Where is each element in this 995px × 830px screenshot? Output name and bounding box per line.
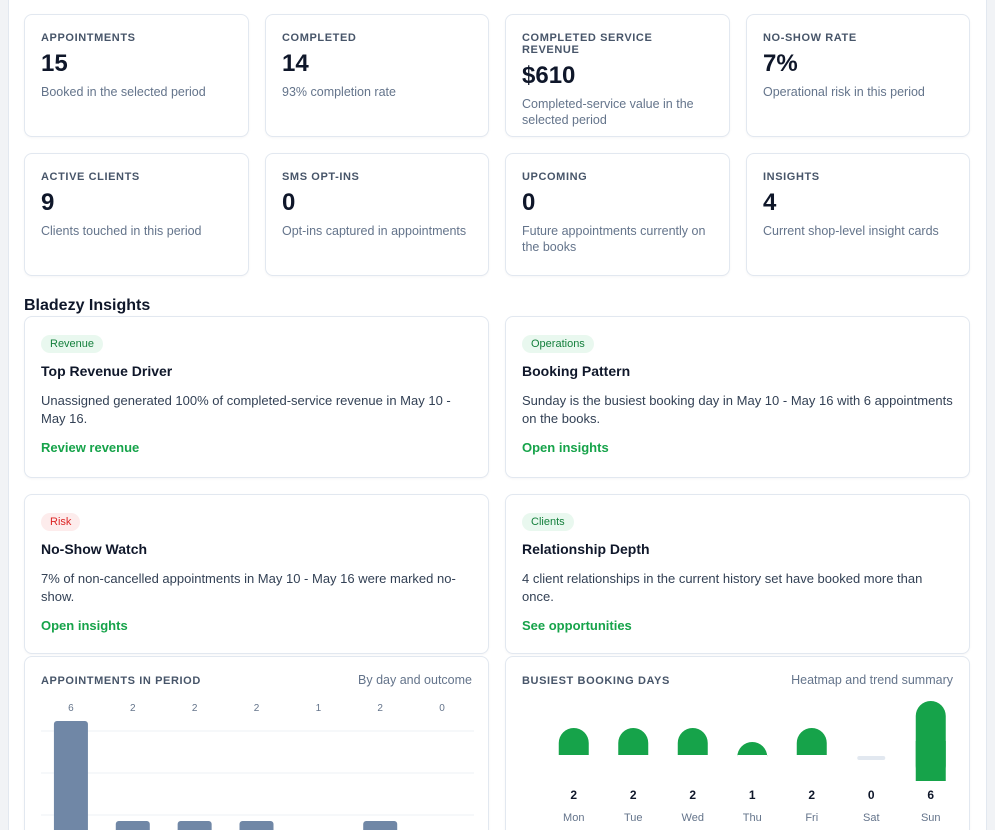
- day-name-label: Thu: [743, 812, 762, 824]
- bar-value-label: 1: [316, 703, 322, 714]
- stat-value: 9: [41, 189, 55, 216]
- chart-header: APPOINTMENTS IN PERIOD By day and outcom…: [41, 673, 472, 687]
- stat-label: COMPLETED SERVICE REVENUE: [522, 32, 653, 56]
- stat-sub: 93% completion rate: [282, 85, 396, 99]
- bar-value-label: 2: [377, 703, 383, 714]
- day-count-label: 6: [927, 788, 934, 802]
- day-count-label: 2: [689, 788, 696, 802]
- day-count-label: 2: [630, 788, 637, 802]
- see-opportunities-link[interactable]: See opportunities: [522, 618, 632, 633]
- insight-title: Relationship Depth: [522, 541, 650, 557]
- bar-value-label: 2: [130, 703, 136, 714]
- stat-value: 7%: [763, 50, 798, 77]
- stat-sub: Booked in the selected period: [41, 85, 206, 99]
- day-bar: [737, 742, 768, 757]
- insight-body: Sunday is the busiest booking day in May…: [522, 393, 953, 426]
- bar-value-label: 2: [254, 703, 260, 714]
- appointments-chart-card: APPOINTMENTS IN PERIOD By day and outcom…: [24, 656, 489, 830]
- insight-body: Unassigned generated 100% of completed-s…: [41, 393, 451, 426]
- insight-title: Top Revenue Driver: [41, 363, 173, 379]
- insight-card-revenue: Revenue Top Revenue Driver Unassigned ge…: [24, 316, 489, 478]
- insight-card-risk: Risk No-Show Watch 7% of non-cancelled a…: [24, 494, 489, 654]
- chart-label: BUSIEST BOOKING DAYS: [522, 675, 670, 687]
- stat-label: UPCOMING: [522, 171, 588, 183]
- stat-sub: Current shop-level insight cards: [763, 224, 939, 238]
- stat-label: COMPLETED: [282, 32, 357, 44]
- insight-body: 4 client relationships in the current hi…: [522, 571, 923, 604]
- stat-label: SMS OPT-INS: [282, 171, 360, 183]
- stat-card-active-clients: ACTIVE CLIENTS 9 Clients touched in this…: [24, 153, 249, 276]
- stat-card-no-show-rate: NO-SHOW RATE 7% Operational risk in this…: [746, 14, 970, 137]
- day-name-label: Sun: [921, 812, 941, 824]
- day-bar: [796, 728, 827, 755]
- appointment-bar: [53, 721, 88, 830]
- day-bar-base: [915, 741, 946, 781]
- stat-label: APPOINTMENTS: [41, 32, 136, 44]
- insight-tag: Clients: [522, 513, 574, 531]
- chart-note: Heatmap and trend summary: [791, 673, 953, 687]
- bar-value-label: 0: [439, 703, 445, 714]
- stat-label: ACTIVE CLIENTS: [41, 171, 140, 183]
- stat-card-revenue: COMPLETED SERVICE REVENUE $610 Completed…: [505, 14, 730, 137]
- appointment-bar: [363, 821, 398, 830]
- stat-sub: Completed-service value in the selected …: [522, 97, 694, 127]
- stat-value: 0: [522, 189, 536, 216]
- busiest-days-chart-card: BUSIEST BOOKING DAYS Heatmap and trend s…: [505, 656, 970, 830]
- stat-value: 0: [282, 189, 296, 216]
- stat-value: 15: [41, 50, 68, 77]
- insight-tag: Risk: [41, 513, 81, 531]
- appointment-bar: [177, 821, 212, 830]
- day-count-label: 2: [808, 788, 815, 802]
- open-insights-link[interactable]: Open insights: [41, 618, 128, 633]
- stat-value: 4: [763, 189, 777, 216]
- insight-title: No-Show Watch: [41, 541, 148, 557]
- chart-label: APPOINTMENTS IN PERIOD: [41, 675, 201, 687]
- stat-card-upcoming: UPCOMING 0 Future appointments currently…: [505, 153, 730, 276]
- stat-card-insights: INSIGHTS 4 Current shop-level insight ca…: [746, 153, 970, 276]
- day-name-label: Mon: [563, 812, 584, 824]
- day-name-label: Wed: [682, 812, 704, 824]
- insight-tag: Revenue: [41, 335, 104, 353]
- stat-sub: Clients touched in this period: [41, 224, 202, 238]
- day-name-label: Tue: [624, 812, 643, 824]
- stat-value: $610: [522, 62, 576, 89]
- busiest-days-bar-chart: 2 Mon 2 Tue 2 Wed 1 Thu 2 Fri 0 Sat 6 Sun: [558, 701, 946, 824]
- day-bar-empty: [857, 756, 886, 760]
- stat-sub: Future appointments currently on the boo…: [522, 224, 706, 254]
- stat-label: INSIGHTS: [763, 171, 820, 183]
- appointments-bar-chart: 6 2 2 2 1 2 0: [41, 703, 474, 830]
- bar-value-label: 6: [68, 703, 74, 714]
- insights-section-title: Bladezy Insights: [24, 297, 151, 314]
- stat-card-completed: COMPLETED 14 93% completion rate: [265, 14, 489, 137]
- stat-card-appointments: APPOINTMENTS 15 Booked in the selected p…: [24, 14, 249, 137]
- chart-note: By day and outcome: [358, 673, 472, 687]
- stat-sub: Operational risk in this period: [763, 85, 925, 99]
- insight-card-clients: Clients Relationship Depth 4 client rela…: [505, 494, 970, 654]
- appointment-bar: [239, 821, 274, 830]
- day-name-label: Sat: [863, 812, 880, 824]
- appointment-bar: [115, 821, 150, 830]
- insight-card-operations: Operations Booking Pattern Sunday is the…: [505, 316, 970, 478]
- insight-body: 7% of non-cancelled appointments in May …: [41, 571, 456, 604]
- review-revenue-link[interactable]: Review revenue: [41, 440, 140, 455]
- day-bar: [618, 728, 649, 755]
- stat-sub: Opt-ins captured in appointments: [282, 224, 467, 238]
- stat-label: NO-SHOW RATE: [763, 32, 857, 44]
- stat-card-sms-opt-ins: SMS OPT-INS 0 Opt-ins captured in appoin…: [265, 153, 489, 276]
- day-count-label: 1: [749, 788, 756, 802]
- day-count-label: 0: [868, 788, 875, 802]
- insight-tag: Operations: [522, 335, 594, 353]
- bar-value-label: 2: [192, 703, 198, 714]
- day-bar: [677, 728, 708, 755]
- day-bar: [558, 728, 589, 755]
- insight-title: Booking Pattern: [522, 363, 631, 379]
- day-count-label: 2: [570, 788, 577, 802]
- open-insights-link[interactable]: Open insights: [522, 440, 609, 455]
- stat-value: 14: [282, 50, 309, 77]
- day-name-label: Fri: [805, 812, 818, 824]
- chart-header: BUSIEST BOOKING DAYS Heatmap and trend s…: [522, 673, 953, 687]
